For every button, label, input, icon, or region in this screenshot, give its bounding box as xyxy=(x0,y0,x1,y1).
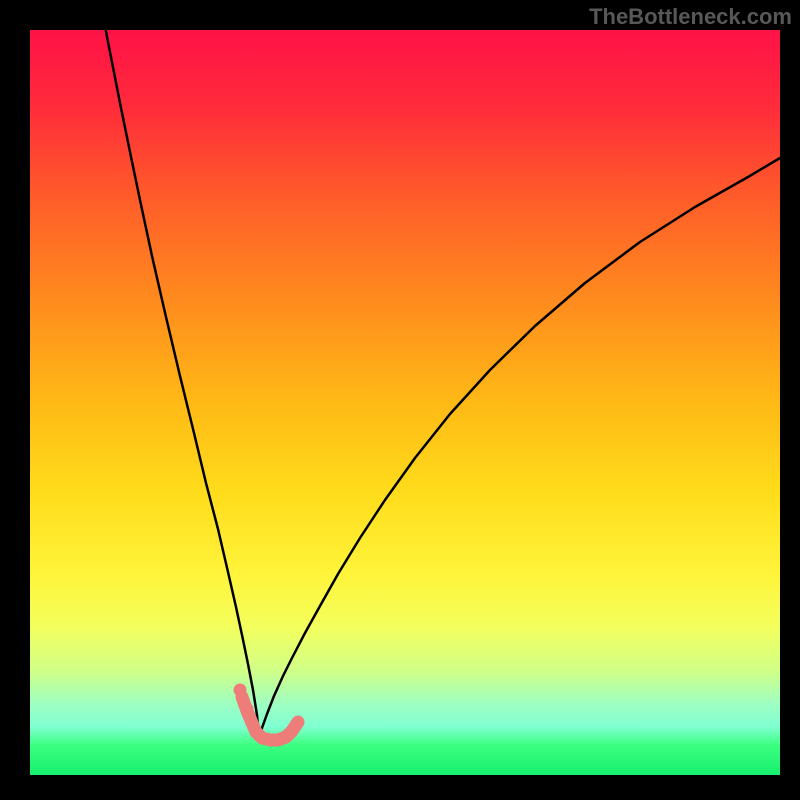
watermark-text: TheBottleneck.com xyxy=(589,4,792,30)
bottom-marker-dot xyxy=(241,703,254,716)
curve-overlay xyxy=(30,30,780,775)
bottom-marker-dot xyxy=(234,684,247,697)
plot-area xyxy=(30,30,780,775)
curve-right-branch xyxy=(259,158,780,738)
curve-left-branch xyxy=(100,30,259,738)
chart-frame: TheBottleneck.com xyxy=(0,0,800,800)
